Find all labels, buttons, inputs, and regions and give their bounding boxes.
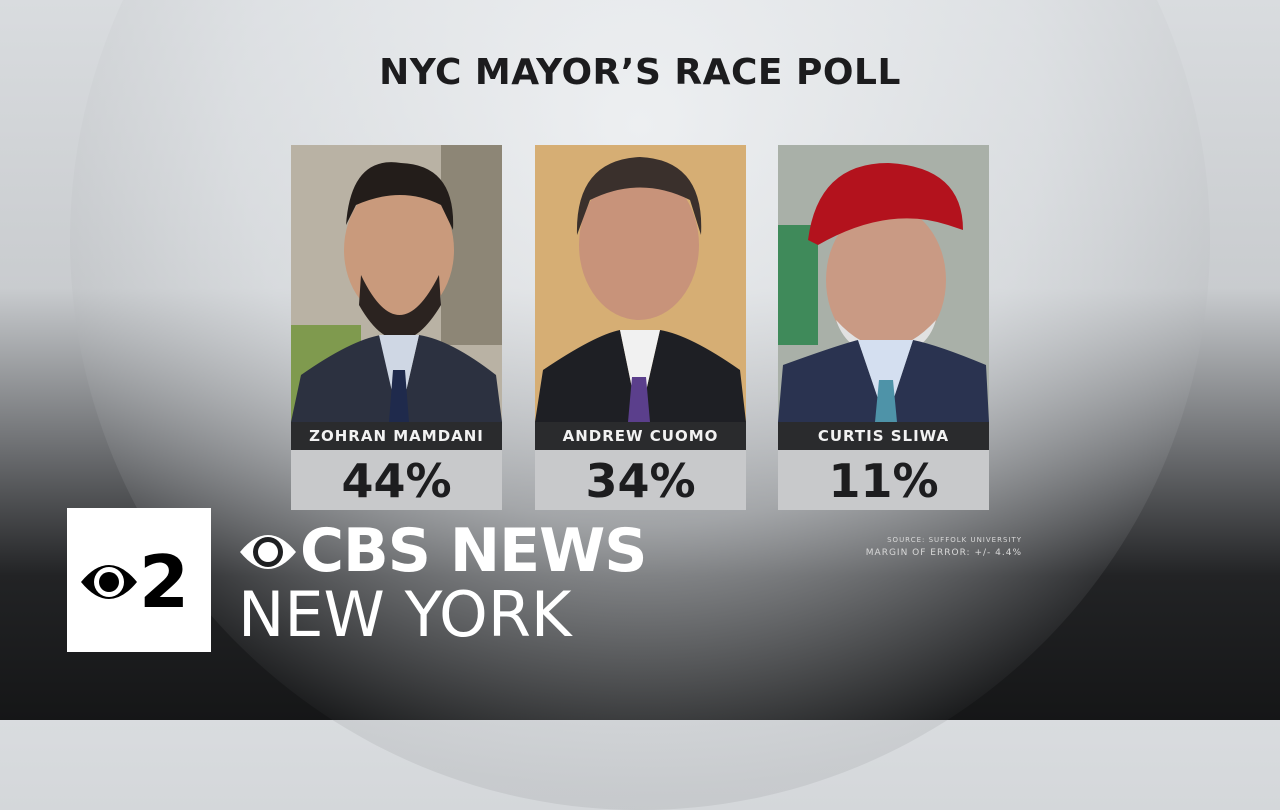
margin-note: MARGIN OF ERROR: +/- 4.4%	[865, 548, 1022, 558]
candidate-name: CURTIS SLIWA	[778, 422, 989, 450]
source-note: SOURCE: SUFFOLK UNIVERSITY	[887, 536, 1022, 544]
title: NYC MAYOR’S RACE POLL	[379, 52, 901, 93]
candidate-percent: 11%	[778, 450, 989, 510]
candidate-percent: 44%	[291, 450, 502, 510]
channel-number: 2	[139, 540, 190, 624]
network-eye	[240, 535, 296, 569]
logo-eye	[81, 565, 137, 599]
network-name: CBS NEWS	[300, 516, 647, 586]
candidate-card: CURTIS SLIWA 11%	[778, 145, 989, 510]
candidate-name: ANDREW CUOMO	[535, 422, 746, 450]
channel-logo: 2	[67, 508, 211, 652]
candidate-card: ZOHRAN MAMDANI 44%	[291, 145, 502, 510]
candidate-name: ZOHRAN MAMDANI	[291, 422, 502, 450]
candidate-card: ANDREW CUOMO 34%	[535, 145, 746, 510]
candidate-percent: 34%	[535, 450, 746, 510]
photo	[291, 145, 502, 422]
city-name: NEW YORK	[238, 578, 572, 651]
photo	[535, 145, 746, 422]
photo	[778, 145, 989, 422]
